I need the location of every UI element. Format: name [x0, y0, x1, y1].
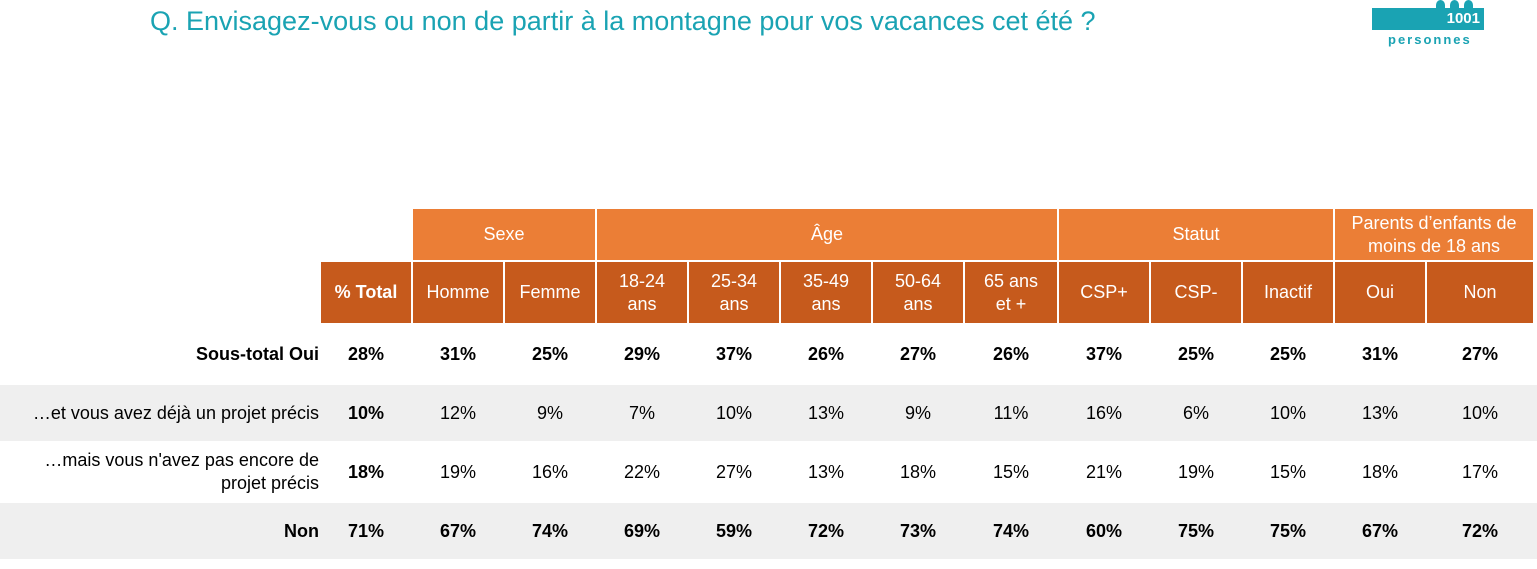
table-cell: 16% [1085, 402, 1123, 423]
table-cell: 29% [623, 343, 661, 364]
table-cell: 27% [899, 343, 937, 364]
table-cell: 67% [439, 520, 477, 541]
table-cell: 67% [1361, 520, 1399, 541]
table-cell: 71% [347, 520, 385, 541]
table-row-pas-encore-projet: …mais vous n'avez pas encore de projet p… [0, 444, 1537, 500]
table-cell: 25% [1269, 343, 1307, 364]
column-header-csp-plus: CSP+ [1059, 262, 1149, 323]
table-cell: 10% [1461, 402, 1499, 423]
table-cell: 13% [807, 402, 845, 423]
row-label: …et vous avez déjà un projet précis [32, 402, 319, 423]
table-cell: 60% [1085, 520, 1123, 541]
table-cell: 22% [623, 461, 661, 482]
table-cell: 18% [347, 461, 385, 482]
column-header-18-24: 18-24 ans [597, 262, 687, 323]
table-row-sous-total-oui: Sous-total Oui 28% 31% 25% 29% 37% 26% 2… [0, 326, 1537, 382]
table-cell: 13% [807, 461, 845, 482]
column-header-oui: Oui [1335, 262, 1425, 323]
table-cell: 10% [347, 402, 385, 423]
table-cell: 21% [1085, 461, 1123, 482]
table-cell: 15% [1269, 461, 1307, 482]
table-cell: 28% [347, 343, 385, 364]
column-header-25-34: 25-34 ans [689, 262, 779, 323]
table-cell: 31% [1361, 343, 1399, 364]
table-cell: 11% [993, 402, 1029, 423]
table-cell: 37% [1085, 343, 1123, 364]
table-cell: 10% [715, 402, 753, 423]
brand-logo: 1001 personnes [1372, 0, 1484, 50]
people-icon [1436, 0, 1476, 10]
table-cell: 72% [1461, 520, 1499, 541]
table-cell: 7% [628, 402, 655, 423]
logo-number: 1001 [1446, 10, 1480, 27]
table-cell: 75% [1177, 520, 1215, 541]
table-cell: 18% [899, 461, 937, 482]
column-header-inactif: Inactif [1243, 262, 1333, 323]
table-cell: 74% [531, 520, 569, 541]
table-cell: 9% [904, 402, 931, 423]
table-row-non: Non 71% 67% 74% 69% 59% 72% 73% 74% 60% … [0, 503, 1537, 559]
table-cell: 15% [992, 461, 1030, 482]
table-cell: 19% [439, 461, 477, 482]
column-header-femme: Femme [505, 262, 595, 323]
group-header-age: Âge [597, 209, 1057, 260]
table-cell: 25% [1177, 343, 1215, 364]
column-header-csp-minus: CSP- [1151, 262, 1241, 323]
table-cell: 26% [992, 343, 1030, 364]
table-cell: 75% [1269, 520, 1307, 541]
table-cell: 12% [439, 402, 477, 423]
table-cell: 6% [1182, 402, 1209, 423]
row-label: Non [284, 520, 319, 541]
column-header-total: % Total [321, 262, 411, 323]
table-cell: 25% [531, 343, 569, 364]
table-cell: 9% [536, 402, 563, 423]
group-header-sexe: Sexe [413, 209, 595, 260]
table-row-projet-precis: …et vous avez déjà un projet précis 10% … [0, 385, 1537, 441]
logo-text: personnes [1388, 32, 1472, 47]
question-title: Q. Envisagez-vous ou non de partir à la … [150, 6, 1096, 36]
table-cell: 18% [1361, 461, 1399, 482]
table-cell: 74% [992, 520, 1030, 541]
row-label: Sous-total Oui [196, 343, 319, 364]
table-cell: 13% [1361, 402, 1399, 423]
table-cell: 26% [807, 343, 845, 364]
table-cell: 59% [715, 520, 753, 541]
table-cell: 72% [807, 520, 845, 541]
table-cell: 27% [1461, 343, 1499, 364]
column-header-homme: Homme [413, 262, 503, 323]
table-cell: 19% [1177, 461, 1215, 482]
row-label: …mais vous n'avez pas encore de projet p… [44, 450, 319, 493]
table-cell: 27% [715, 461, 753, 482]
column-header-non: Non [1427, 262, 1533, 323]
table-cell: 69% [623, 520, 661, 541]
table-cell: 17% [1461, 461, 1499, 482]
table-cell: 73% [899, 520, 937, 541]
table-cell: 37% [715, 343, 753, 364]
column-header-65plus: 65 ans et + [965, 262, 1057, 323]
table-cell: 10% [1269, 402, 1307, 423]
group-header-parents: Parents d’enfants de moins de 18 ans [1335, 209, 1533, 260]
table-cell: 16% [531, 461, 569, 482]
column-header-35-49: 35-49 ans [781, 262, 871, 323]
group-header-statut: Statut [1059, 209, 1333, 260]
table-cell: 31% [439, 343, 477, 364]
column-header-50-64: 50-64 ans [873, 262, 963, 323]
